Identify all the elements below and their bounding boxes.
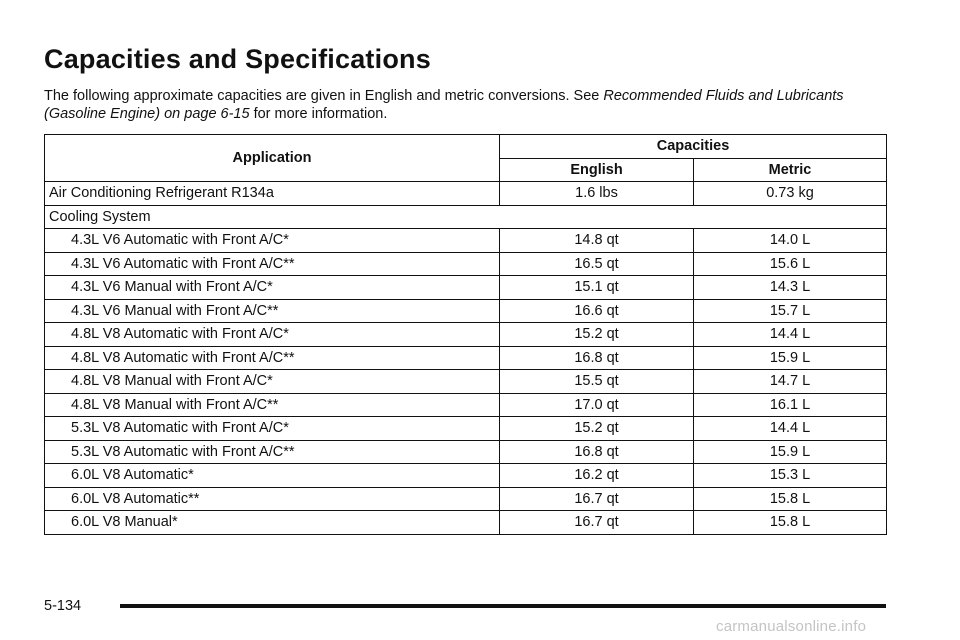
footer-rule: [120, 604, 886, 608]
table-row: 5.3L V8 Automatic with Front A/C* 15.2 q…: [44, 416, 888, 441]
metric-cell: 15.3 L: [692, 463, 888, 488]
table-row: 4.8L V8 Manual with Front A/C* 15.5 qt 1…: [44, 369, 888, 394]
application-cell: Air Conditioning Refrigerant R134a: [44, 181, 500, 206]
application-cell: 5.3L V8 Automatic with Front A/C*: [44, 416, 500, 441]
english-cell: 14.8 qt: [499, 228, 694, 253]
table-section-row: Cooling System: [43, 204, 888, 229]
english-cell: 16.8 qt: [499, 439, 694, 464]
table-row: 4.3L V6 Manual with Front A/C** 16.6 qt …: [44, 298, 888, 323]
page-number: 5-134: [44, 598, 82, 614]
metric-cell: 15.8 L: [692, 486, 888, 511]
application-cell: 4.3L V6 Manual with Front A/C**: [44, 298, 500, 323]
table-row: 4.8L V8 Automatic with Front A/C* 15.2 q…: [44, 322, 888, 347]
table-row: 4.3L V6 Manual with Front A/C* 15.1 qt 1…: [44, 275, 888, 300]
intro-text-end: for more information.: [249, 106, 388, 122]
metric-cell: 15.8 L: [692, 510, 888, 535]
english-cell: 17.0 qt: [499, 392, 694, 417]
metric-cell: 15.9 L: [692, 345, 888, 370]
application-cell: 4.3L V6 Automatic with Front A/C**: [44, 251, 500, 276]
english-cell: 16.8 qt: [499, 345, 694, 370]
application-cell: 4.8L V8 Automatic with Front A/C**: [44, 345, 500, 370]
column-header-metric: Metric: [692, 157, 888, 182]
application-cell: 5.3L V8 Automatic with Front A/C**: [44, 439, 500, 464]
metric-cell: 15.9 L: [692, 439, 888, 464]
english-cell: 15.2 qt: [499, 322, 694, 347]
application-cell: 4.8L V8 Manual with Front A/C*: [44, 369, 500, 394]
table-row: 6.0L V8 Manual* 16.7 qt 15.8 L: [44, 510, 888, 535]
metric-cell: 0.73 kg: [692, 181, 888, 206]
english-cell: 1.6 lbs: [499, 181, 694, 206]
application-cell: 6.0L V8 Manual*: [44, 510, 500, 535]
watermark: carmanualsonline.info: [716, 618, 867, 635]
metric-cell: 14.7 L: [692, 369, 888, 394]
table-row: 4.8L V8 Automatic with Front A/C** 16.8 …: [44, 345, 888, 370]
english-cell: 16.5 qt: [499, 251, 694, 276]
application-cell: 4.8L V8 Automatic with Front A/C*: [44, 322, 500, 347]
table-row: 6.0L V8 Automatic* 16.2 qt 15.3 L: [44, 463, 888, 488]
column-header-english: English: [499, 157, 694, 182]
metric-cell: 14.3 L: [692, 275, 888, 300]
metric-cell: 16.1 L: [692, 392, 888, 417]
table-row: 4.3L V6 Automatic with Front A/C** 16.5 …: [44, 251, 888, 276]
table-row: 4.3L V6 Automatic with Front A/C* 14.8 q…: [44, 228, 888, 253]
capacities-table: Application Capacities English Metric Ai…: [43, 134, 888, 535]
metric-cell: 15.7 L: [692, 298, 888, 323]
application-cell: 6.0L V8 Automatic**: [44, 486, 500, 511]
metric-cell: 15.6 L: [692, 251, 888, 276]
section-heading-cell: Cooling System: [43, 204, 888, 229]
english-cell: 15.1 qt: [499, 275, 694, 300]
metric-cell: 14.4 L: [692, 322, 888, 347]
english-cell: 16.7 qt: [499, 486, 694, 511]
intro-text: The following approximate capacities are…: [44, 88, 604, 104]
table-row: 5.3L V8 Automatic with Front A/C** 16.8 …: [44, 439, 888, 464]
table-row: 6.0L V8 Automatic** 16.7 qt 15.8 L: [44, 486, 888, 511]
english-cell: 15.5 qt: [499, 369, 694, 394]
application-cell: 4.3L V6 Automatic with Front A/C*: [44, 228, 500, 253]
english-cell: 16.2 qt: [499, 463, 694, 488]
column-header-application: Application: [44, 134, 500, 182]
application-cell: 6.0L V8 Automatic*: [44, 463, 500, 488]
english-cell: 16.6 qt: [499, 298, 694, 323]
english-cell: 15.2 qt: [499, 416, 694, 441]
metric-cell: 14.0 L: [692, 228, 888, 253]
application-cell: 4.8L V8 Manual with Front A/C**: [44, 392, 500, 417]
table-row: Air Conditioning Refrigerant R134a 1.6 l…: [44, 181, 888, 206]
english-cell: 16.7 qt: [499, 510, 694, 535]
cross-reference-link: Recommended Fluids and Lubricants (Gasol…: [44, 88, 844, 122]
application-cell: 4.3L V6 Manual with Front A/C*: [44, 275, 500, 300]
page-title: Capacities and Specifications: [44, 44, 431, 74]
table-header-row: Application Capacities: [44, 134, 888, 182]
table-row: 4.8L V8 Manual with Front A/C** 17.0 qt …: [44, 392, 888, 417]
column-header-capacities: Capacities: [498, 134, 888, 159]
metric-cell: 14.4 L: [692, 416, 888, 441]
intro-paragraph: The following approximate capacities are…: [44, 87, 904, 123]
